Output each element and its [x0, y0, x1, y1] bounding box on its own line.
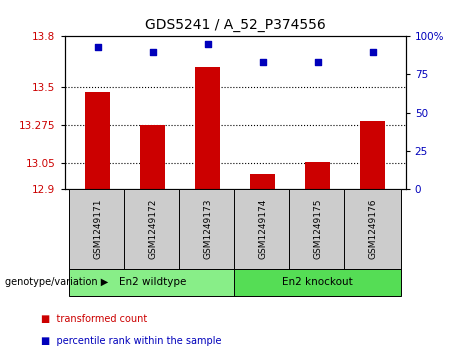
Bar — [305, 162, 330, 189]
Text: GSM1249175: GSM1249175 — [313, 199, 322, 259]
Text: GSM1249171: GSM1249171 — [93, 199, 102, 259]
Point — [94, 44, 101, 50]
Text: GSM1249174: GSM1249174 — [258, 199, 267, 259]
Text: En2 wildtype: En2 wildtype — [119, 277, 186, 287]
Text: genotype/variation ▶: genotype/variation ▶ — [5, 277, 108, 287]
Bar — [361, 121, 385, 189]
Text: GSM1249176: GSM1249176 — [368, 199, 377, 259]
Point — [259, 59, 266, 65]
Text: GSM1249172: GSM1249172 — [148, 199, 157, 259]
Bar — [250, 174, 275, 189]
Point — [314, 59, 321, 65]
Point — [149, 49, 156, 54]
Bar — [195, 67, 220, 189]
Bar — [140, 125, 165, 189]
Text: ■  transformed count: ■ transformed count — [41, 314, 148, 324]
Text: En2 knockout: En2 knockout — [282, 277, 353, 287]
Text: GSM1249173: GSM1249173 — [203, 199, 212, 259]
Point — [369, 49, 376, 54]
Bar — [85, 92, 110, 189]
Text: ■  percentile rank within the sample: ■ percentile rank within the sample — [41, 336, 222, 346]
Point — [204, 41, 211, 47]
Title: GDS5241 / A_52_P374556: GDS5241 / A_52_P374556 — [145, 19, 325, 33]
